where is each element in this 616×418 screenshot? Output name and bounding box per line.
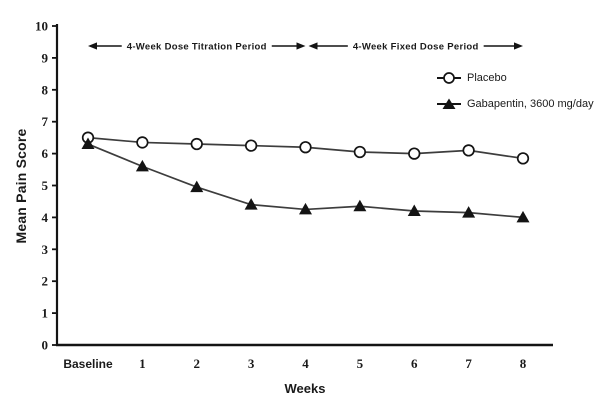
- y-tick-label: 6: [42, 146, 49, 161]
- y-tick-label: 1: [42, 306, 49, 321]
- x-tick-label: 6: [411, 356, 418, 371]
- annotation-1: 4-Week Fixed Dose Period: [308, 42, 523, 53]
- y-tick-label: 0: [42, 338, 49, 353]
- x-tick-label: 3: [248, 356, 255, 371]
- data-point-gabapentin-3600-mg-day: [190, 180, 204, 193]
- y-axis-title: Mean Pain Score: [13, 128, 29, 244]
- annotation-0: 4-Week Dose Titration Period: [88, 42, 306, 53]
- y-tick-label: 9: [42, 50, 49, 65]
- x-tick-label: 8: [520, 356, 527, 371]
- data-point-placebo: [190, 137, 203, 151]
- filled-triangle-marker-icon: [437, 98, 461, 109]
- arrow-head-left-icon: [88, 42, 97, 50]
- data-point-gabapentin-3600-mg-day: [81, 137, 95, 150]
- y-tick-label: 10: [35, 19, 48, 34]
- x-tick-label: 5: [357, 356, 364, 371]
- x-tick-label: 7: [465, 356, 472, 371]
- data-point-gabapentin-3600-mg-day: [516, 210, 530, 223]
- y-tick-label: 8: [42, 82, 49, 97]
- legend-label-placebo: Placebo: [467, 72, 507, 84]
- legend-label-gabapentin: Gabapentin, 3600 mg/day: [467, 98, 594, 110]
- annotation-label: 4-Week Dose Titration Period: [127, 42, 267, 53]
- arrow-head-right-icon: [296, 42, 306, 50]
- legend-item-placebo: Placebo: [436, 65, 594, 91]
- data-point-gabapentin-3600-mg-day: [244, 198, 258, 210]
- data-point-placebo: [353, 145, 367, 159]
- data-point-gabapentin-3600-mg-day: [462, 206, 476, 218]
- legend: Placebo Gabapentin, 3600 mg/day: [436, 65, 594, 117]
- open-circle-marker-icon: [437, 72, 461, 84]
- legend-item-gabapentin: Gabapentin, 3600 mg/day: [436, 91, 594, 117]
- annotation-label: 4-Week Fixed Dose Period: [353, 42, 479, 53]
- data-point-placebo: [408, 147, 421, 160]
- data-point-gabapentin-3600-mg-day: [299, 202, 312, 215]
- arrow-head-right-icon: [514, 42, 523, 50]
- data-point-gabapentin-3600-mg-day: [353, 199, 367, 212]
- x-tick-label: 4: [302, 356, 309, 371]
- data-point-placebo: [244, 139, 258, 152]
- y-tick-label: 4: [42, 210, 49, 225]
- x-tick-label: 1: [139, 356, 146, 371]
- data-point-placebo: [516, 152, 530, 165]
- data-point-placebo: [462, 144, 475, 157]
- x-axis-title: Weeks: [284, 381, 326, 396]
- y-tick-label: 2: [42, 274, 49, 289]
- arrow-head-left-icon: [308, 42, 318, 50]
- data-point-gabapentin-3600-mg-day: [407, 204, 421, 217]
- data-point-placebo: [299, 141, 312, 154]
- y-tick-label: 5: [42, 178, 49, 193]
- y-tick-label: 7: [42, 114, 49, 129]
- y-tick-label: 3: [42, 242, 49, 257]
- x-tick-label: Baseline: [63, 357, 113, 371]
- data-point-placebo: [136, 136, 149, 149]
- x-tick-label: 2: [194, 356, 201, 371]
- data-point-gabapentin-3600-mg-day: [135, 159, 149, 172]
